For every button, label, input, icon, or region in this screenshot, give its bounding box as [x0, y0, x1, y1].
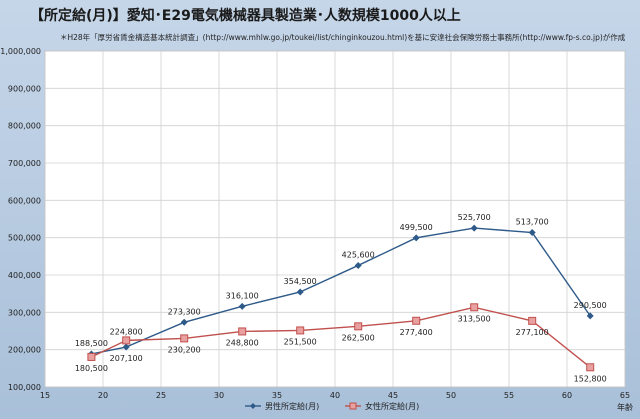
data-label: 262,500 [342, 333, 375, 342]
data-label: 188,500 [75, 339, 108, 348]
x-tick-label: 35 [272, 391, 282, 400]
legend-marker [349, 402, 357, 410]
female-point-marker [87, 352, 96, 361]
series-layer [87, 224, 595, 372]
y-tick-label: 200,000 [8, 346, 41, 355]
gridlines [44, 50, 626, 388]
male-point-marker [528, 229, 536, 237]
data-label: 354,500 [284, 277, 317, 286]
y-tick-label: 500,000 [8, 234, 41, 243]
data-label: 180,500 [75, 364, 108, 373]
data-label: 273,300 [168, 307, 201, 316]
chart-title: 【所定給(月)】愛知･E29電気機械器具製造業･人数規模1000人以上 [30, 8, 461, 24]
y-tick-label: 400,000 [8, 271, 41, 280]
female-point-marker [528, 316, 537, 325]
data-label: 277,400 [400, 328, 433, 337]
male-point-marker [412, 234, 420, 242]
x-tick-label: 60 [562, 391, 572, 400]
female-point-marker [412, 316, 421, 325]
y-tick-label: 600,000 [8, 196, 41, 205]
chart-subtitle: ＊H28年「厚労省賃金構造基本統計調査」(http://www.mhlw.go.… [60, 33, 626, 42]
data-label: 313,500 [458, 314, 491, 323]
data-label: 251,500 [284, 337, 317, 346]
data-label: 290,500 [574, 301, 607, 310]
legend: 男性所定給(月) 女性所定給(月) [245, 401, 419, 411]
x-tick-label: 15 [40, 391, 50, 400]
data-label: 224,800 [110, 327, 143, 336]
male-point-marker [586, 312, 594, 320]
data-label: 248,800 [226, 338, 259, 347]
y-tick-label: 100,000 [8, 383, 41, 392]
data-label: 207,100 [110, 354, 143, 363]
x-tick-label: 45 [388, 391, 398, 400]
male-point-marker [470, 224, 478, 232]
x-tick-label: 55 [504, 391, 514, 400]
y-axis: 100,000 200,000 300,000 400,000 500,000 600,0… [0, 47, 41, 392]
y-tick-label: 300,000 [8, 308, 41, 317]
data-label: 316,100 [226, 291, 259, 300]
male-point-marker [122, 343, 130, 351]
x-tick-label: 20 [98, 391, 108, 400]
data-label: 230,200 [168, 345, 201, 354]
data-label: 513,700 [516, 218, 549, 227]
x-tick-label: 65 [620, 391, 630, 400]
female-point-marker [470, 303, 479, 312]
female-point-marker [354, 322, 363, 331]
data-label: 277,100 [516, 328, 549, 337]
x-axis: 15 20 25 30 35 40 45 50 55 60 65 [40, 391, 630, 400]
x-axis-label: 年齢 [617, 402, 633, 412]
x-tick-label: 30 [214, 391, 224, 400]
series-line [91, 227, 591, 355]
legend-marker [250, 403, 256, 409]
data-label: 525,700 [458, 213, 491, 222]
legend-entry: 女性所定給(月) [365, 401, 419, 411]
x-tick-label: 50 [446, 391, 456, 400]
series-line [91, 306, 591, 368]
female-point-marker [238, 327, 247, 336]
y-tick-label: 900,000 [8, 84, 41, 93]
x-tick-label: 25 [156, 391, 166, 400]
female-point-marker [296, 326, 305, 335]
data-label: 499,500 [400, 223, 433, 232]
female-point-marker [180, 334, 189, 343]
y-tick-label: 800,000 [8, 122, 41, 131]
female-point-marker [122, 336, 131, 345]
data-label: 152,800 [574, 374, 607, 383]
x-tick-label: 40 [330, 391, 340, 400]
male-point-marker [354, 261, 362, 269]
male-point-marker [180, 318, 188, 326]
y-tick-label: 700,000 [8, 159, 41, 168]
data-label: 425,600 [342, 250, 375, 259]
male-point-marker [238, 302, 246, 310]
male-point-marker [296, 288, 304, 296]
y-tick-label: 1,000,000 [0, 47, 41, 56]
legend-entry: 男性所定給(月) [265, 401, 319, 411]
female-point-marker [586, 363, 595, 372]
